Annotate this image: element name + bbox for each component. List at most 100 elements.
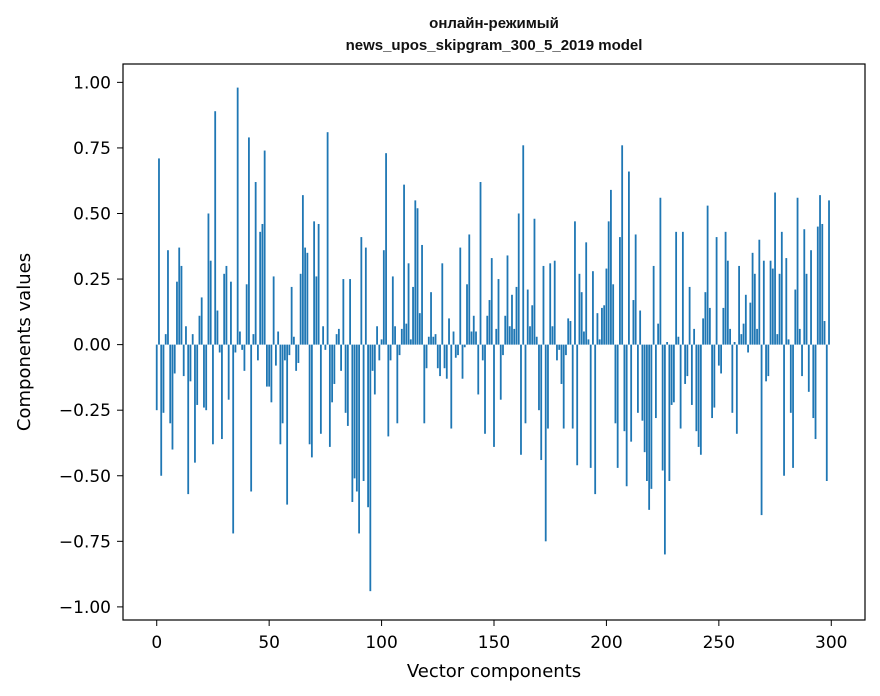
bar-287 [801, 344, 803, 377]
bar-169 [535, 336, 538, 345]
bar-180 [560, 344, 563, 384]
bar-247 [711, 344, 713, 419]
bar-212 [632, 300, 635, 345]
bar-132 [452, 331, 455, 345]
bar-170 [538, 344, 540, 411]
bar-134 [457, 344, 459, 356]
bar-97 [373, 344, 376, 395]
bar-99 [378, 344, 381, 361]
bar-183 [567, 318, 570, 345]
bar-245 [706, 205, 709, 345]
bar-20 [200, 297, 203, 345]
bar-277 [778, 273, 781, 345]
bar-173 [544, 344, 547, 542]
bar-200 [605, 268, 608, 345]
bar-263 [747, 344, 749, 353]
bar-33 [230, 281, 232, 345]
bar-185 [571, 344, 574, 429]
bar-54 [277, 331, 280, 345]
bar-37 [239, 331, 241, 345]
y-tick-label-6: 0.50 [73, 204, 111, 224]
bar-5 [167, 250, 169, 345]
bar-81 [337, 328, 340, 345]
bar-280 [785, 258, 788, 345]
bar-series [155, 87, 830, 592]
bar-227 [666, 342, 669, 345]
bar-62 [295, 344, 298, 371]
bar-239 [693, 328, 696, 345]
bar-96 [371, 344, 374, 371]
bar-22 [205, 344, 208, 411]
bar-21 [203, 344, 205, 408]
bar-240 [695, 344, 698, 432]
bar-138 [466, 284, 468, 345]
bar-47 [261, 223, 264, 345]
bar-206 [619, 237, 621, 345]
bar-174 [547, 344, 549, 429]
bar-16 [191, 334, 194, 345]
bar-156 [506, 255, 509, 345]
y-axis-ticks: −1.00 −0.75 −0.50 −0.25 0.00 0.25 0.50 0.75 1.00 [59, 73, 123, 618]
bar-8 [173, 344, 176, 374]
bar-262 [744, 294, 747, 345]
bar-65 [301, 195, 304, 345]
bar-84 [344, 344, 347, 413]
bar-119 [423, 344, 426, 424]
bar-108 [398, 344, 401, 356]
bar-299 [828, 200, 830, 345]
bar-244 [704, 292, 707, 345]
bar-9 [176, 281, 178, 345]
bar-279 [783, 344, 785, 476]
x-tick-label-250: 250 [703, 633, 735, 653]
bar-243 [702, 318, 705, 345]
bar-256 [731, 344, 734, 413]
bar-61 [292, 336, 295, 345]
y-tick-label-5: 0.25 [73, 270, 111, 290]
bar-226 [663, 344, 666, 555]
bar-223 [657, 323, 660, 345]
bar-218 [646, 344, 648, 481]
bar-129 [445, 344, 448, 379]
bar-252 [722, 307, 725, 345]
bar-120 [425, 344, 428, 369]
y-tick-label-1: −0.75 [59, 532, 111, 552]
bar-171 [540, 344, 543, 461]
bar-103 [387, 344, 390, 437]
bar-128 [443, 344, 446, 369]
bar-246 [708, 307, 711, 345]
bar-294 [816, 226, 819, 345]
bar-285 [796, 197, 799, 345]
bar-98 [376, 326, 378, 345]
bar-143 [477, 344, 480, 395]
bar-237 [688, 286, 691, 345]
bar-28 [218, 344, 221, 353]
bar-70 [313, 221, 316, 345]
bar-131 [450, 344, 453, 429]
bar-189 [580, 292, 583, 345]
bar-266 [753, 273, 756, 345]
bar-289 [805, 273, 808, 345]
bar-182 [565, 344, 567, 356]
bar-178 [556, 344, 558, 361]
bar-153 [499, 344, 502, 400]
bar-215 [639, 310, 642, 345]
bar-261 [742, 323, 745, 345]
bar-296 [821, 223, 824, 345]
bar-35 [234, 344, 237, 353]
bar-117 [418, 313, 421, 345]
bar-269 [760, 344, 763, 516]
bar-121 [427, 336, 430, 345]
bar-282 [789, 344, 792, 413]
bar-66 [304, 247, 307, 345]
bar-281 [787, 339, 790, 345]
bar-4 [164, 334, 167, 345]
bar-136 [461, 344, 464, 379]
bar-74 [322, 326, 325, 345]
bar-196 [596, 313, 599, 345]
bar-87 [351, 344, 354, 502]
bar-253 [724, 231, 727, 345]
bar-260 [740, 334, 743, 345]
bar-259 [738, 265, 740, 345]
bar-7 [171, 344, 174, 450]
